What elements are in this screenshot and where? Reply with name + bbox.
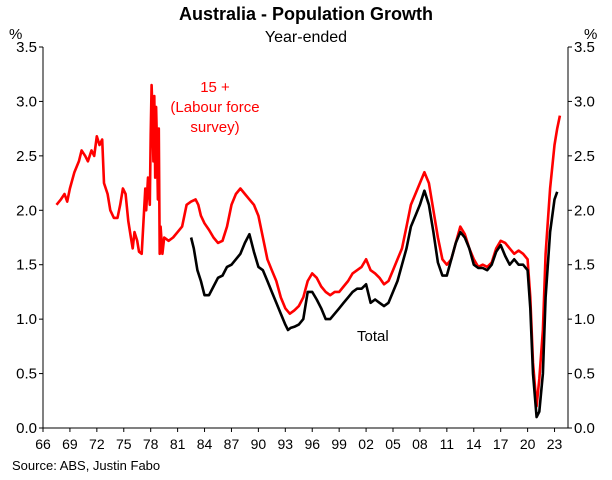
x-tick-label: 99 xyxy=(331,436,347,452)
y-tick-label-left: 3.5 xyxy=(16,39,37,56)
x-tick-label: 05 xyxy=(385,436,401,452)
y-tick-label-right: 1.0 xyxy=(574,311,595,328)
y-tick-label-right: 0.0 xyxy=(574,420,595,437)
total-series-line xyxy=(189,189,559,419)
labour-force-series-line xyxy=(55,83,562,408)
y-tick-label-left: 2.0 xyxy=(16,202,37,219)
x-tick-label: 14 xyxy=(466,436,482,452)
x-tick-label: 96 xyxy=(304,436,320,452)
source-note: Source: ABS, Justin Fabo xyxy=(12,458,161,473)
x-tick-label: 87 xyxy=(224,436,240,452)
y-tick-label-right: 2.0 xyxy=(574,202,595,219)
y-tick-label-left: 1.0 xyxy=(16,311,37,328)
x-tick-label: 69 xyxy=(62,436,78,452)
x-tick-label: 75 xyxy=(116,436,132,452)
labour-force-series-label: 15 + (Labour force survey) xyxy=(160,78,270,138)
y-tick-labels-right: 0.0 0.5 1.0 1.5 2.0 2.5 3.0 3.5 xyxy=(574,39,595,437)
x-tick-label: 17 xyxy=(493,436,509,452)
y-tick-labels-left: 0.0 0.5 1.0 1.5 2.0 2.5 3.0 3.5 xyxy=(16,39,37,437)
x-tick-label: 93 xyxy=(278,436,294,452)
x-tick-label: 90 xyxy=(251,436,267,452)
chart-title: Australia - Population Growth xyxy=(178,4,433,24)
y-tick-label-left: 0.0 xyxy=(16,420,37,437)
x-tick-label: 84 xyxy=(197,436,213,452)
x-tick-label: 02 xyxy=(358,436,374,452)
labour-force-label-line-1: 15 + xyxy=(200,79,230,96)
x-tick-label: 81 xyxy=(170,436,186,452)
labour-force-label-line-3: survey) xyxy=(190,119,240,136)
x-tick-label: 11 xyxy=(440,436,455,452)
x-tick-label: 78 xyxy=(143,436,159,452)
x-tick-label: 23 xyxy=(547,436,563,452)
y-tick-label-right: 3.0 xyxy=(574,93,595,110)
y-tick-label-left: 1.5 xyxy=(16,257,37,274)
y-axis-unit-left: % xyxy=(9,26,23,43)
y-tick-label-right: 0.5 xyxy=(574,366,595,383)
y-tick-label-right: 1.5 xyxy=(574,257,595,274)
y-tick-label-left: 0.5 xyxy=(16,366,37,383)
x-tick-label: 20 xyxy=(520,436,536,452)
y-tick-label-right: 2.5 xyxy=(574,148,595,165)
total-series-label: Total xyxy=(357,328,389,345)
series-lines xyxy=(55,83,562,419)
x-tick-label: 66 xyxy=(35,436,51,452)
x-tick-label: 72 xyxy=(89,436,105,452)
x-tick-label: 08 xyxy=(412,436,428,452)
x-tick-labels: 66 69 72 75 78 81 84 87 90 93 96 99 02 05 08 11 14 17 20 23 xyxy=(35,436,562,452)
labour-force-label-line-2: (Labour force xyxy=(170,99,260,116)
y-tick-label-right: 3.5 xyxy=(574,39,595,56)
y-tick-label-left: 3.0 xyxy=(16,93,37,110)
y-tick-label-left: 2.5 xyxy=(16,148,37,165)
y-axis-unit-right: % xyxy=(584,26,598,43)
axes xyxy=(42,47,569,429)
axis-ticks xyxy=(39,46,572,432)
chart-subtitle: Year-ended xyxy=(264,29,348,46)
